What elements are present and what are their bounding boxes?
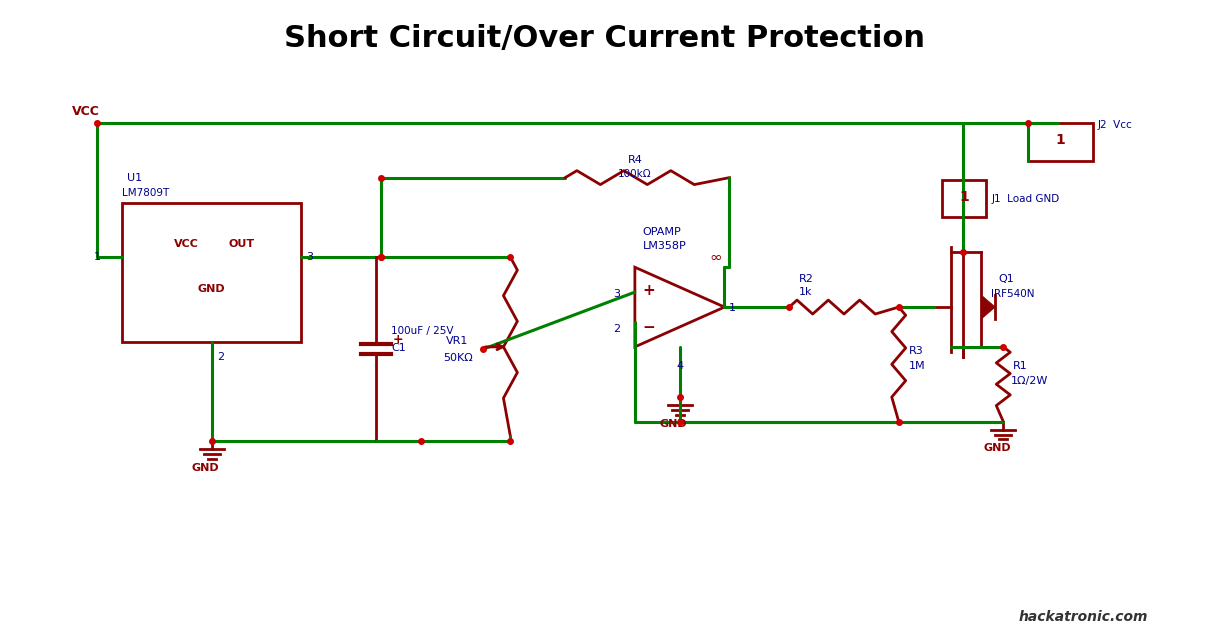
- Text: 1M: 1M: [909, 361, 926, 371]
- Text: R2: R2: [799, 274, 814, 284]
- Text: −: −: [643, 320, 656, 335]
- Text: 1: 1: [960, 189, 969, 204]
- Text: GND: GND: [192, 464, 219, 473]
- Text: C1: C1: [391, 343, 405, 353]
- Text: OPAMP: OPAMP: [643, 227, 681, 238]
- Text: J2  Vcc: J2 Vcc: [1097, 120, 1133, 130]
- Text: GND: GND: [984, 444, 1012, 453]
- Text: Short Circuit/Over Current Protection: Short Circuit/Over Current Protection: [284, 24, 926, 53]
- Text: hackatronic.com: hackatronic.com: [1018, 610, 1147, 623]
- Bar: [941, 180, 986, 218]
- Text: 1Ω/2W: 1Ω/2W: [1012, 376, 1049, 386]
- Text: 2: 2: [217, 352, 224, 362]
- Polygon shape: [981, 295, 996, 319]
- Text: J1  Load GND: J1 Load GND: [991, 193, 1060, 204]
- Text: OUT: OUT: [229, 239, 254, 249]
- Text: 3: 3: [306, 252, 313, 263]
- Text: U1: U1: [127, 173, 143, 182]
- Text: GND: GND: [659, 419, 687, 429]
- Text: VCC: VCC: [174, 239, 200, 249]
- Text: ∞: ∞: [709, 250, 722, 265]
- Text: R1: R1: [1013, 361, 1028, 371]
- Text: GND: GND: [198, 284, 225, 294]
- Text: R4: R4: [628, 155, 643, 165]
- Text: VR1: VR1: [445, 336, 468, 347]
- Text: +: +: [393, 333, 404, 347]
- Bar: [1028, 123, 1093, 160]
- Text: 1: 1: [1055, 133, 1065, 147]
- Text: IRF540N: IRF540N: [991, 289, 1035, 299]
- Bar: [122, 202, 301, 342]
- Text: 4: 4: [676, 361, 684, 371]
- Text: Q1: Q1: [998, 274, 1014, 284]
- Text: 2: 2: [613, 324, 620, 334]
- Text: 1: 1: [94, 252, 102, 263]
- Text: 50KΩ: 50KΩ: [443, 353, 472, 363]
- Text: 1: 1: [728, 303, 736, 313]
- Text: VCC: VCC: [73, 105, 100, 118]
- Text: LM358P: LM358P: [643, 241, 686, 251]
- Text: 100kΩ: 100kΩ: [617, 169, 651, 178]
- Text: +: +: [643, 283, 656, 298]
- Text: R3: R3: [909, 346, 923, 356]
- Text: LM7809T: LM7809T: [122, 187, 169, 198]
- Text: 1k: 1k: [799, 287, 813, 297]
- Text: 3: 3: [613, 289, 620, 299]
- Text: 100uF / 25V: 100uF / 25V: [391, 326, 454, 336]
